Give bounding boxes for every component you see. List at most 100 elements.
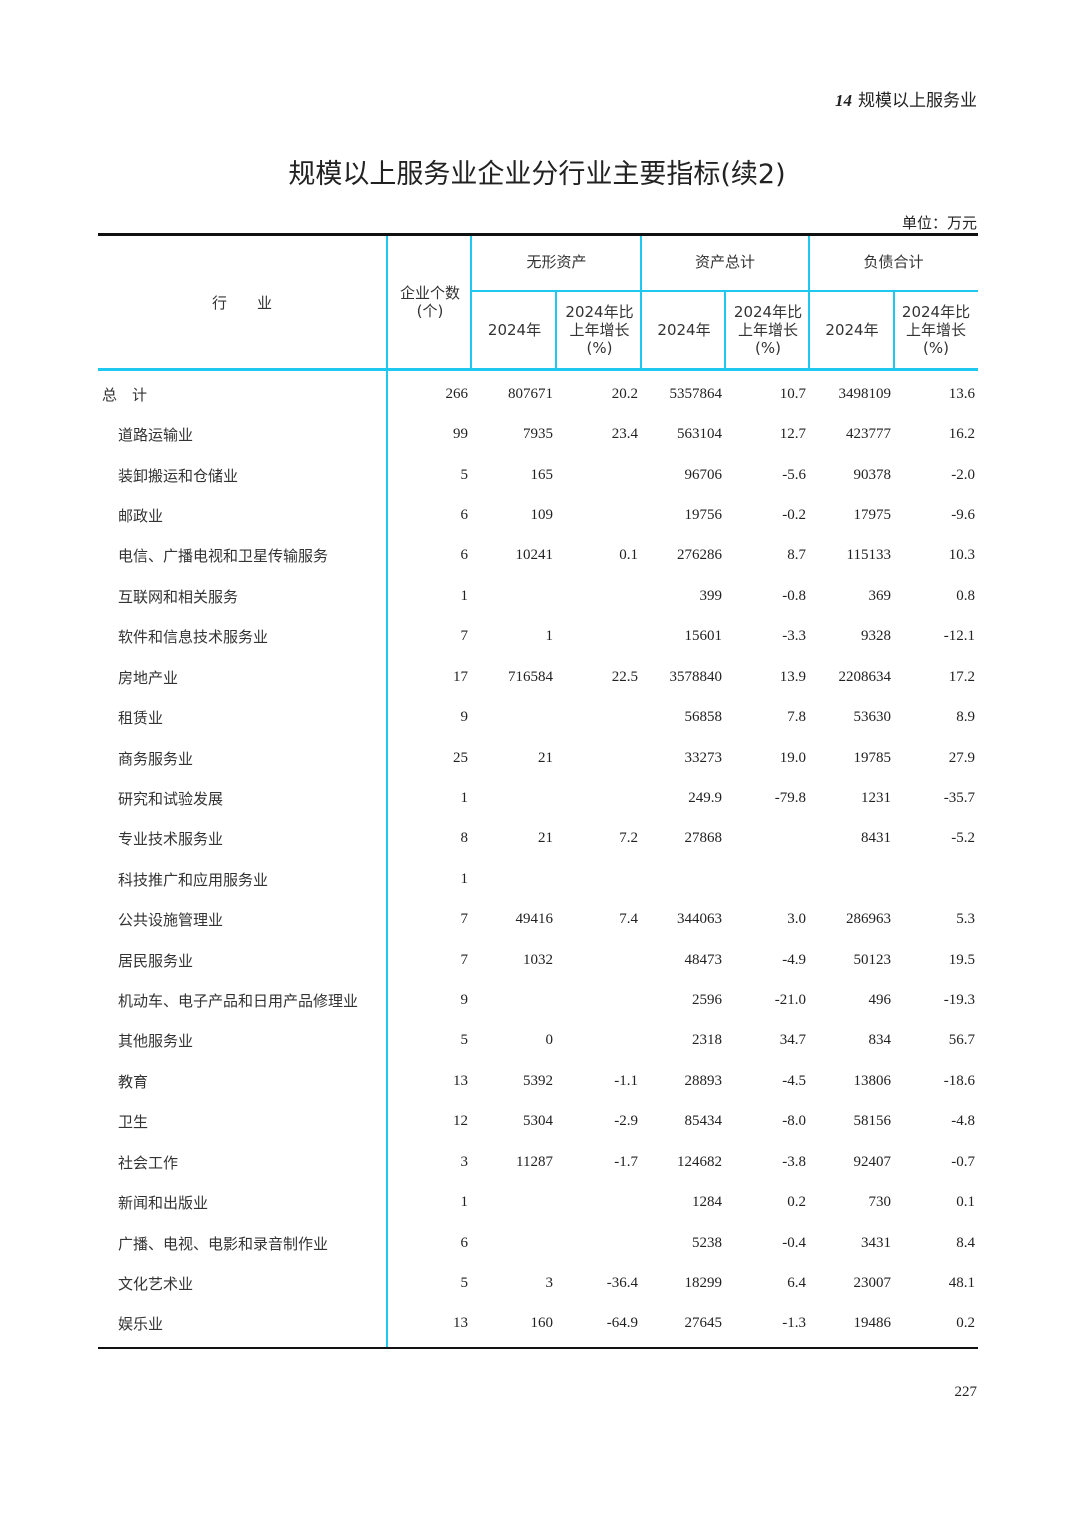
value-cell: 115133 [846, 547, 891, 564]
industry-name: 教育 [118, 1072, 149, 1091]
value-cell [556, 617, 641, 657]
header-group-assets: 资产总计 [694, 253, 755, 271]
value-cell: 56.7 [948, 1032, 975, 1049]
value-cell: 15601 [684, 628, 723, 645]
value-cell: -79.8 [774, 789, 806, 806]
value-cell: 27.9 [948, 749, 975, 766]
value-cell: 27868 [684, 830, 723, 847]
value-cell: 8 [460, 830, 469, 847]
value-cell: 2318 [692, 1032, 722, 1049]
value-cell: 6 [460, 506, 469, 523]
value-cell: -4.5 [782, 1072, 806, 1089]
value-cell: -3.3 [782, 628, 806, 645]
industry-name: 居民服务业 [118, 951, 194, 970]
value-cell: -0.2 [782, 506, 806, 523]
header-divider [724, 290, 726, 371]
value-cell: 1 [545, 628, 554, 645]
value-cell [556, 738, 641, 778]
value-cell: 807671 [508, 385, 553, 402]
value-cell: 9328 [861, 628, 891, 645]
value-cell: 563104 [677, 426, 722, 443]
header-divider [555, 290, 557, 371]
value-cell: 3431 [861, 1234, 891, 1251]
table-row: 新闻和出版业 1 1284 0.2 730 0.1 [98, 1182, 978, 1222]
value-cell: 12 [453, 1113, 468, 1130]
value-cell: -12.1 [943, 628, 975, 645]
value-cell: 12.7 [779, 426, 806, 443]
value-cell [556, 1021, 641, 1061]
value-cell: 8.4 [956, 1234, 975, 1251]
value-cell: 160 [530, 1315, 554, 1332]
value-cell: 13 [453, 1072, 468, 1089]
industry-name: 研究和试验发展 [118, 789, 224, 808]
value-cell: 3498109 [838, 385, 892, 402]
table-row: 机动车、电子产品和日用产品修理业 9 2596 -21.0 496 -19.3 [98, 980, 978, 1020]
value-cell [809, 859, 894, 899]
value-cell: -1.1 [614, 1072, 638, 1089]
value-cell [471, 980, 556, 1020]
value-cell: -2.0 [951, 466, 975, 483]
header-industry: 行 业 [211, 294, 272, 312]
table-row: 装卸搬运和仓储业 5 165 96706 -5.6 90378 -2.0 [98, 455, 978, 495]
value-cell [556, 455, 641, 495]
value-cell: 1 [460, 789, 469, 806]
value-cell: 21 [538, 830, 553, 847]
value-cell [556, 980, 641, 1020]
value-cell: 28893 [684, 1072, 723, 1089]
value-cell [641, 859, 725, 899]
value-cell: -36.4 [606, 1274, 638, 1291]
industry-name: 机动车、电子产品和日用产品修理业 [118, 992, 359, 1011]
table-row: 社会工作 3 11287 -1.7 124682 -3.8 92407 -0.7 [98, 1142, 978, 1182]
value-cell: 23.4 [611, 426, 638, 443]
value-cell: 266 [445, 385, 469, 402]
header-divider [640, 236, 642, 371]
value-cell: 49416 [515, 911, 554, 928]
value-cell: 17.2 [948, 668, 975, 685]
value-cell: 10.7 [779, 385, 806, 402]
table-row: 道路运输业 99 7935 23.4 563104 12.7 423777 16.2 [98, 414, 978, 454]
value-cell [556, 778, 641, 818]
table-row: 居民服务业 7 1032 48473 -4.9 50123 19.5 [98, 940, 978, 980]
industry-name: 邮政业 [118, 506, 164, 525]
value-cell: 7.8 [787, 709, 806, 726]
value-cell: 21 [538, 749, 553, 766]
value-cell: 92407 [853, 1153, 892, 1170]
value-cell: 50123 [853, 951, 892, 968]
value-cell: 5 [460, 1274, 469, 1291]
value-cell: 344063 [677, 911, 722, 928]
value-cell: -5.6 [782, 466, 806, 483]
value-cell [556, 697, 641, 737]
table-row: 互联网和相关服务 1 399 -0.8 369 0.8 [98, 576, 978, 616]
value-cell: 96706 [684, 466, 723, 483]
value-cell: -9.6 [951, 506, 975, 523]
value-cell: 109 [530, 506, 554, 523]
table-header: 行 业 企业个数 (个) 无形资产 资产总计 负债合计 2024年 2024年比… [98, 233, 978, 371]
chapter-header: 14 规模以上服务业 [835, 86, 977, 111]
value-cell: 18299 [684, 1274, 723, 1291]
table-row: 电信、广播电视和卫星传输服务 6 10241 0.1 276286 8.7 115133 10… [98, 536, 978, 576]
table-row: 房地产业 17 716584 22.5 3578840 13.9 2208634 17.2 [98, 657, 978, 697]
value-cell: 2208634 [838, 668, 892, 685]
value-cell: 58156 [853, 1113, 892, 1130]
value-cell: -35.7 [943, 789, 975, 806]
value-cell: 22.5 [611, 668, 638, 685]
value-cell [471, 697, 556, 737]
industry-name: 广播、电视、电影和录音制作业 [118, 1234, 329, 1253]
value-cell: 5392 [523, 1072, 553, 1089]
value-cell: -19.3 [943, 992, 975, 1009]
total-row: 总 计 266 807671 20.2 5357864 10.7 3498109 13.6 [98, 374, 978, 414]
value-cell: 3.0 [787, 911, 806, 928]
value-cell: 2596 [692, 992, 722, 1009]
value-cell: 9 [460, 709, 469, 726]
industry-name: 科技推广和应用服务业 [118, 870, 269, 889]
value-cell: -21.0 [774, 992, 806, 1009]
value-cell: 5.3 [956, 911, 975, 928]
value-cell: -0.4 [782, 1234, 806, 1251]
header-count: 企业个数 (个) [399, 284, 460, 320]
value-cell: 5 [460, 466, 469, 483]
industry-name: 新闻和出版业 [118, 1194, 209, 1213]
industry-name: 社会工作 [118, 1153, 179, 1172]
value-cell: -0.7 [951, 1153, 975, 1170]
value-cell: 165 [530, 466, 554, 483]
value-cell [556, 940, 641, 980]
